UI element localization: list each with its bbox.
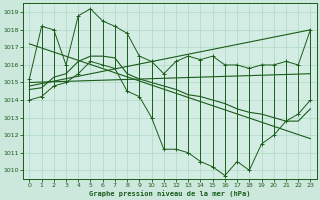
X-axis label: Graphe pression niveau de la mer (hPa): Graphe pression niveau de la mer (hPa)	[89, 190, 251, 197]
